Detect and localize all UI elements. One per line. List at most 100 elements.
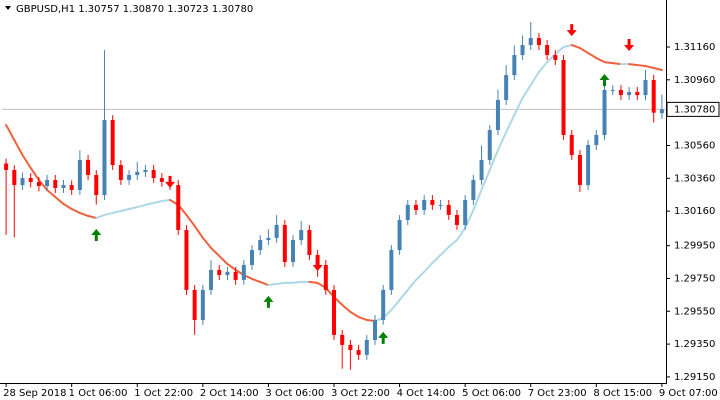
ma-segment	[46, 188, 57, 199]
candle-body	[553, 55, 558, 60]
candle-body	[241, 264, 246, 280]
buy-arrow	[91, 228, 102, 241]
candle-body	[512, 55, 517, 76]
candle-body	[86, 159, 91, 176]
ma-segment	[160, 198, 172, 202]
candle-body	[323, 264, 328, 290]
candle-body	[577, 155, 582, 186]
ma-segment	[95, 213, 106, 220]
candle-body	[135, 171, 140, 176]
y-tick-label: 1.30360	[674, 173, 715, 184]
ma-segment	[447, 239, 458, 248]
candle-body	[61, 185, 66, 189]
candle-body	[143, 169, 148, 172]
y-tick-label: 1.30160	[674, 206, 715, 217]
y-tick-label: 1.30960	[674, 75, 715, 86]
ma-segment	[414, 270, 426, 281]
candle-body	[651, 79, 656, 113]
candle-body	[250, 250, 255, 265]
candle-body	[454, 214, 459, 225]
x-tick-label: 28 Sep 2018	[3, 388, 66, 399]
ma-segment	[5, 123, 16, 142]
candle-body	[659, 109, 664, 114]
candle-body	[422, 199, 427, 210]
ma-segment	[37, 178, 49, 191]
candle-body	[479, 159, 484, 180]
ma-segment	[251, 277, 262, 283]
y-tick-label: 1.29350	[674, 339, 715, 350]
ma-segment	[292, 280, 303, 284]
candle-body	[340, 334, 345, 345]
ma-segment	[644, 65, 655, 70]
x-tick-label: 4 Oct 14:00	[397, 388, 456, 399]
candle-body	[20, 177, 25, 186]
x-tick-label: 1 Oct 06:00	[69, 388, 128, 399]
x-tick-label: 8 Oct 15:00	[593, 388, 652, 399]
ma-segment	[398, 288, 409, 301]
candle-body	[610, 90, 615, 92]
candle-body	[430, 199, 435, 205]
candle-body	[217, 269, 222, 275]
ma-segment	[480, 168, 491, 191]
ma-segment	[488, 149, 499, 171]
ma-segment	[341, 303, 352, 313]
candle-body	[618, 90, 623, 96]
ma-segment	[128, 206, 139, 211]
candle-body	[569, 134, 574, 156]
ma-segment	[636, 64, 647, 68]
ma-segment	[603, 61, 614, 65]
sell-arrow	[312, 258, 323, 271]
ma-segment	[226, 262, 237, 271]
candle-body	[520, 45, 525, 56]
ma-segment	[267, 283, 278, 287]
candle-body	[495, 100, 500, 131]
x-tick-label: 1 Oct 22:00	[134, 388, 193, 399]
x-tick-label: 3 Oct 22:00	[331, 388, 390, 399]
ma-segment	[185, 213, 196, 227]
candle-body	[102, 120, 107, 196]
ma-segment	[464, 208, 475, 230]
y-tick-label: 1.30560	[674, 140, 715, 151]
candle-body	[159, 177, 164, 182]
ma-segment	[275, 281, 286, 286]
ma-segment	[87, 214, 98, 220]
chart-title: GBPUSD,H1 1.30757 1.30870 1.30723 1.3078…	[16, 4, 253, 15]
y-tick-label: 1.29150	[674, 372, 715, 383]
ma-segment	[439, 245, 450, 256]
candle-body	[282, 224, 287, 263]
candle-body	[225, 271, 230, 275]
candle-body	[438, 204, 443, 206]
sell-arrow	[566, 24, 577, 37]
candle-body	[53, 179, 58, 189]
candle-body	[176, 185, 181, 231]
ma-segment	[103, 211, 114, 216]
buy-arrow	[263, 295, 274, 308]
ma-segment	[78, 211, 90, 217]
candle-body	[586, 144, 591, 186]
ma-segment	[13, 139, 24, 157]
ma-segment	[201, 236, 213, 249]
candle-body	[594, 134, 599, 145]
ma-segment	[111, 209, 122, 214]
title-icon	[5, 6, 11, 10]
candle-body	[643, 79, 648, 96]
candle-body	[4, 163, 9, 170]
candle-body	[118, 165, 123, 180]
ma-segment	[259, 280, 270, 287]
ma-segment	[136, 203, 147, 209]
candle-body	[184, 230, 189, 290]
candle-body	[356, 350, 361, 355]
x-tick-label: 5 Oct 06:00	[462, 388, 521, 399]
candle-body	[471, 179, 476, 200]
ma-segment	[357, 316, 368, 321]
candle-body	[69, 185, 74, 190]
candle-body	[463, 199, 468, 225]
candle-body	[487, 130, 492, 160]
y-tick-label: 1.29750	[674, 273, 715, 284]
candle-body	[405, 204, 410, 221]
candle-body	[332, 289, 336, 335]
ma-segment	[521, 84, 532, 100]
candle-body	[372, 319, 377, 340]
candle-body	[413, 204, 418, 210]
candle-body	[307, 230, 312, 255]
